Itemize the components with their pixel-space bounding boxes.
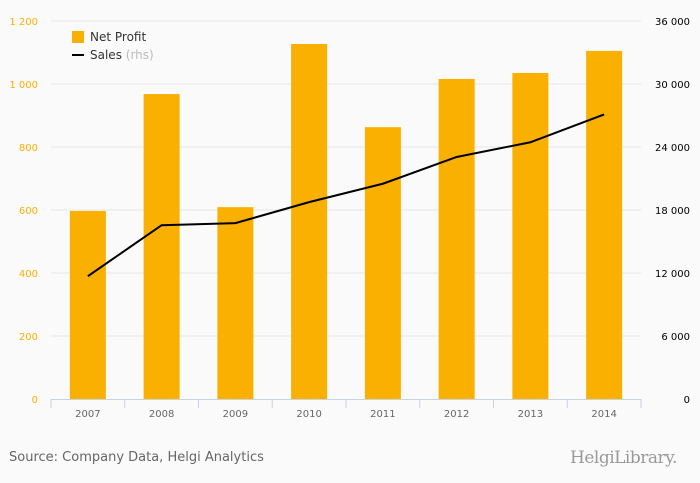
left-axis-tick-label: 0: [32, 395, 38, 406]
left-axis-tick-label: 1 000: [9, 80, 38, 91]
right-axis-tick-label: 18 000: [655, 206, 690, 217]
right-axis-tick-label: 24 000: [655, 143, 690, 154]
source-note: Source: Company Data, Helgi Analytics: [9, 450, 264, 465]
x-axis-tick-label: 2014: [591, 409, 616, 420]
bar-net-profit-2014: [586, 50, 623, 400]
bar-net-profit-2013: [512, 72, 549, 399]
x-axis-tick-label: 2008: [149, 409, 174, 420]
left-axis-tick-label: 800: [19, 143, 38, 154]
legend-rhs-suffix: (rhs): [126, 48, 154, 62]
left-axis-tick-label: 1 200: [9, 17, 38, 28]
x-axis-tick-label: 2011: [370, 409, 395, 420]
left-axis-tick-label: 600: [19, 206, 38, 217]
right-axis-tick-label: 30 000: [655, 80, 690, 91]
logo-text: HelgiLibrary.: [570, 448, 677, 468]
legend-label-net-profit: Net Profit: [90, 30, 146, 44]
bar-net-profit-2012: [438, 78, 475, 400]
x-axis-tick-label: 2009: [223, 409, 248, 420]
bar-net-profit-2011: [364, 127, 401, 399]
right-axis-tick-label: 6 000: [661, 332, 690, 343]
x-axis-tick-label: 2007: [75, 409, 100, 420]
bar-net-profit-2010: [291, 43, 328, 400]
legend-swatch-net-profit: [72, 31, 84, 43]
right-axis-tick-label: 36 000: [655, 17, 690, 28]
right-axis-tick-label: 12 000: [655, 269, 690, 280]
chart: 0 200 400 600 800 1 000 1 200 0 6 000 12 000 18 00…: [9, 17, 690, 420]
bar-net-profit-2007: [69, 210, 106, 399]
left-axis-tick-label: 200: [19, 332, 38, 343]
helgi-library-logo[interactable]: HelgiLibrary.: [570, 448, 677, 468]
x-axis-tick-label: 2012: [444, 409, 469, 420]
x-axis-tick-label: 2013: [518, 409, 543, 420]
right-axis-tick-label: 0: [684, 395, 690, 406]
bar-net-profit-2008: [143, 94, 180, 399]
line-sales: [87, 113, 605, 277]
bar-net-profit-2009: [217, 207, 254, 399]
left-axis-tick-label: 400: [19, 269, 38, 280]
x-axis-tick-label: 2010: [296, 409, 321, 420]
legend-label-sales: Sales (rhs): [90, 48, 154, 62]
